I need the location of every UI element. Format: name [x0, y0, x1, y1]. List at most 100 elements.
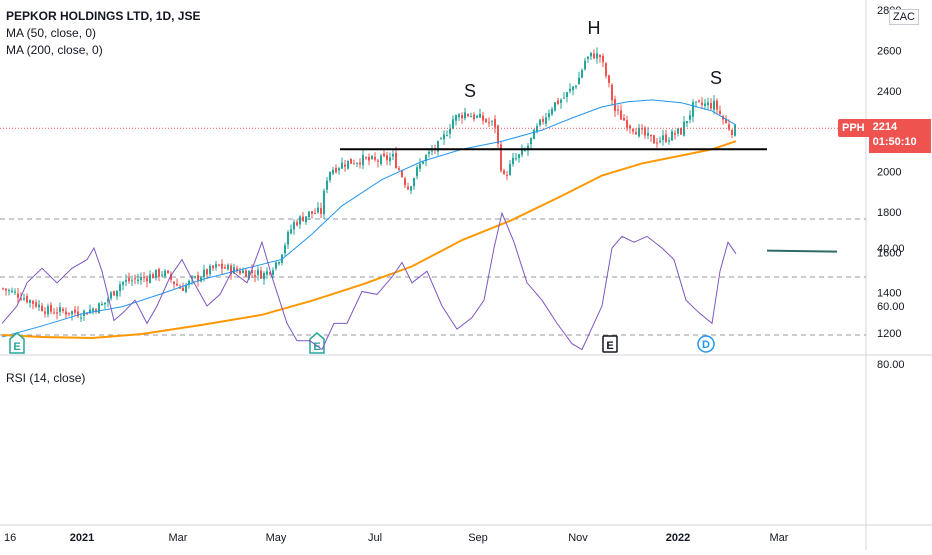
price-tag-box: 2214 01:50:10 [868, 119, 931, 153]
symbol-title[interactable]: PEPKOR HOLDINGS LTD, 1D, JSE [6, 9, 201, 23]
candle-body [524, 150, 526, 152]
candle-body [236, 268, 238, 272]
candle-body [296, 222, 298, 226]
candle-body [290, 229, 292, 234]
candle-body [719, 110, 721, 114]
candle-body [5, 288, 7, 291]
candle-body [554, 102, 556, 111]
candle-body [110, 292, 112, 299]
candle-body [578, 77, 580, 85]
candle-body [227, 264, 229, 270]
dividend-badge [697, 335, 715, 353]
candle-body [155, 269, 157, 279]
candle-body [287, 232, 289, 245]
ma50-legend[interactable]: MA (50, close, 0) [6, 26, 97, 40]
candle-body [464, 112, 466, 119]
candle-body [32, 300, 34, 304]
candle-body [167, 270, 169, 273]
candle-body [560, 99, 562, 103]
candle-body [440, 138, 442, 140]
candle-body [701, 102, 703, 105]
time-tick-label: 16 [4, 532, 16, 544]
candle-body [674, 133, 676, 135]
ma200-legend[interactable]: MA (200, close, 0) [6, 43, 103, 57]
pattern-label-head: H [588, 18, 601, 38]
candle-body [518, 154, 520, 159]
price-tick-label: 1400 [877, 288, 901, 300]
candle-body [359, 162, 361, 165]
candle-body [470, 116, 472, 118]
candle-body [644, 127, 646, 136]
candle-body [26, 296, 28, 303]
candle-body [206, 269, 208, 275]
candle-body [212, 265, 214, 269]
candle-body [305, 216, 307, 223]
candle-body [446, 135, 448, 137]
candle-body [260, 270, 262, 279]
candle-body [128, 278, 130, 282]
candle-body [452, 119, 454, 129]
rsi-legend[interactable]: RSI (14, close) [6, 371, 86, 385]
candle-body [320, 208, 322, 214]
time-tick-label: 2021 [70, 532, 94, 544]
candle-body [53, 312, 55, 314]
candle-body [422, 161, 424, 164]
candle-body [545, 117, 547, 124]
candle-body [521, 149, 523, 155]
candle-body [389, 157, 391, 162]
candle-body [224, 267, 226, 269]
candle-body [626, 120, 628, 128]
candle-body [572, 86, 574, 90]
candle-body [311, 211, 313, 214]
candle-body [170, 273, 172, 280]
candle-body [47, 306, 49, 315]
earnings-letter: E [13, 341, 20, 353]
candle-body [659, 140, 661, 142]
candle-body [500, 144, 502, 171]
candle-body [599, 54, 601, 58]
candle-body [44, 311, 46, 314]
candle-body [377, 160, 379, 162]
candle-body [368, 157, 370, 161]
candle-body [641, 128, 643, 130]
candle-body [491, 120, 493, 122]
price-tick-label: 2600 [877, 45, 901, 57]
candle-body [89, 309, 91, 314]
candle-body [617, 109, 619, 111]
price-tag: PPH 2214 01:50:10 [838, 119, 931, 153]
candle-body [575, 85, 577, 88]
candle-body [365, 157, 367, 159]
earnings-marker-reported[interactable]: E [602, 335, 618, 353]
candle-body [665, 134, 667, 142]
candle-body [98, 303, 100, 314]
target-line [766, 249, 838, 253]
candle-body [17, 293, 19, 298]
dividend-letter: D [702, 339, 710, 351]
candle-body [137, 279, 139, 281]
candle-body [68, 312, 70, 315]
candle-body [251, 270, 253, 274]
candle-body [494, 119, 496, 128]
candle-body [614, 99, 616, 112]
candle-body [275, 262, 277, 269]
candle-body [584, 60, 586, 70]
dividend-marker[interactable]: D [697, 335, 715, 353]
candle-body [299, 216, 301, 225]
candle-body [263, 272, 265, 280]
candle-body [431, 150, 433, 152]
candle-body [173, 281, 175, 285]
price-tick-label: 1600 [877, 247, 901, 259]
candle-body [509, 164, 511, 175]
currency-badge[interactable]: ZAC [889, 9, 919, 25]
candle-body [20, 298, 22, 300]
pattern-label-left_shoulder: S [464, 81, 476, 101]
candle-body [11, 290, 13, 292]
earnings-marker[interactable]: E [9, 332, 25, 354]
candle-body [347, 160, 349, 169]
time-tick-label: Mar [169, 532, 188, 544]
candle-body [482, 115, 484, 121]
candle-body [656, 142, 658, 144]
candle-body [392, 153, 394, 157]
